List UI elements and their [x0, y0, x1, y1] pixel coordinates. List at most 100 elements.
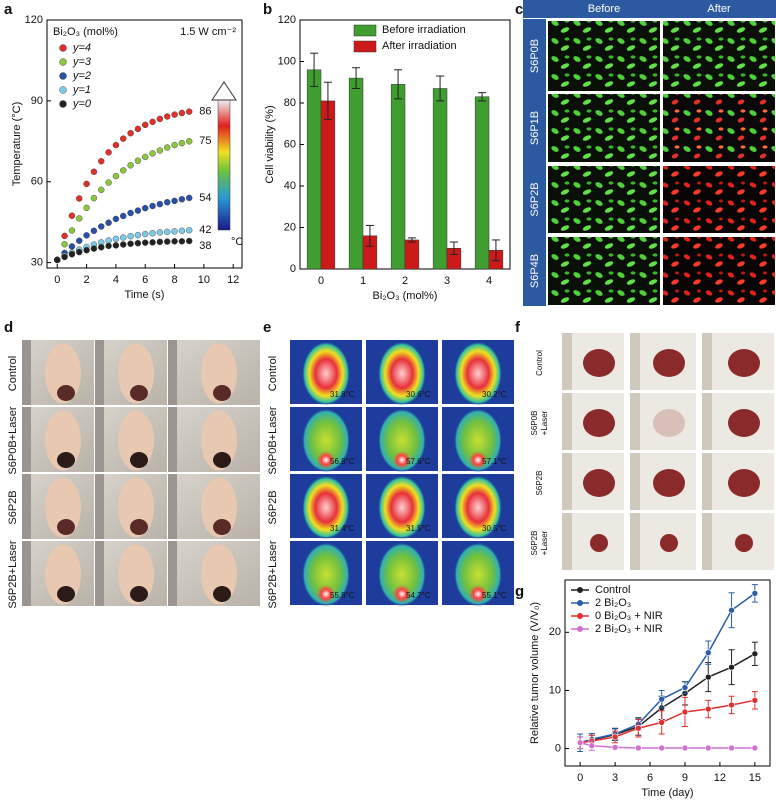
temperature-label: 30.5°C: [482, 524, 507, 533]
panel-letter: a: [4, 1, 13, 18]
ruler: [702, 393, 712, 450]
data-point: [120, 241, 127, 248]
tissue: [653, 409, 685, 437]
tumor: [57, 519, 75, 535]
data-point: [105, 242, 112, 250]
thermal-body: [378, 341, 426, 406]
y-tick-label: 30: [31, 257, 43, 269]
temperature-label: 57.6°C: [406, 457, 431, 466]
data-point: [83, 247, 90, 254]
data-point: [171, 111, 178, 118]
row-label: S6P0B: [529, 39, 541, 73]
data-point: [178, 139, 186, 147]
x-tick-label: 6: [647, 772, 653, 784]
thermal-body: [454, 341, 502, 406]
row-label: S6P2B: [535, 471, 544, 496]
ruler: [95, 340, 104, 405]
x-axis-label: Bi₂O₃ (mol%): [373, 290, 438, 302]
plot-frame: [46, 19, 243, 269]
y-tick-label: 120: [25, 14, 43, 26]
micrograph: [548, 166, 660, 233]
data-point: [751, 650, 759, 658]
data-point: [68, 251, 76, 258]
y-tick-label: 120: [278, 14, 296, 26]
legend-label: Before irradiation: [382, 24, 466, 36]
panel-letter: f: [515, 319, 521, 336]
error-bar: [323, 81, 332, 121]
data-point: [681, 744, 689, 752]
tissue: [583, 469, 615, 497]
ruler: [702, 333, 712, 390]
data-point: [704, 705, 712, 713]
data-point: [751, 590, 759, 597]
row-label: S6P1B: [529, 111, 541, 145]
data-point: [134, 125, 142, 133]
temperature-label: 30.2°C: [482, 390, 507, 399]
ruler: [702, 513, 712, 570]
ruler: [562, 393, 572, 450]
data-point: [112, 215, 120, 223]
tumor: [130, 385, 148, 401]
micrograph: [548, 237, 660, 305]
micrograph: [663, 94, 775, 162]
panel-letter: c: [515, 1, 523, 18]
legend-marker: [577, 626, 583, 632]
data-point: [186, 108, 193, 115]
data-point: [98, 158, 105, 165]
data-point: [156, 147, 164, 154]
data-point: [134, 207, 142, 214]
tumor: [57, 586, 75, 602]
data-point: [164, 199, 171, 206]
ruler: [95, 407, 104, 472]
data-point: [164, 228, 171, 236]
data-point: [68, 227, 76, 234]
data-point: [611, 744, 619, 751]
x-tick-label: 12: [227, 274, 239, 286]
temperature-label: 55.8°C: [330, 591, 355, 600]
temperature-label: 55.1°C: [482, 591, 507, 600]
x-tick-label: 3: [612, 772, 618, 784]
x-tick-label: 0: [54, 274, 60, 286]
data-point: [127, 130, 134, 137]
tumor: [130, 586, 148, 602]
data-point: [61, 253, 68, 261]
tumor: [213, 385, 231, 401]
ruler: [22, 474, 31, 539]
tissue: [728, 409, 760, 437]
data-point: [105, 237, 112, 244]
ruler: [630, 513, 640, 570]
micrograph: [663, 237, 775, 305]
row-label: S6P4B: [529, 254, 541, 288]
data-point: [728, 744, 735, 752]
data-point: [112, 172, 120, 180]
data-point: [658, 695, 665, 703]
legend-label: y=4: [72, 42, 91, 54]
column-header: After: [707, 3, 731, 15]
data-point: [171, 197, 178, 205]
tumor: [213, 519, 231, 535]
ruler: [562, 513, 572, 570]
data-point: [186, 237, 193, 245]
hot-spot: [469, 585, 487, 603]
bar: [404, 239, 420, 270]
header-bar: [523, 0, 776, 18]
x-tick-label: 2: [402, 275, 408, 287]
data-point: [658, 744, 665, 752]
data-point: [149, 202, 156, 210]
data-point: [76, 195, 83, 202]
data-point: [156, 238, 164, 246]
ruler: [168, 541, 177, 606]
tissue: [583, 349, 615, 377]
row-label: +Laser: [540, 530, 549, 555]
thermal-body: [302, 542, 350, 607]
ruler: [562, 333, 572, 390]
thermal-body: [378, 408, 426, 473]
x-tick-label: 10: [198, 274, 210, 286]
tumor: [130, 519, 148, 535]
hot-spot: [317, 585, 335, 603]
data-point: [142, 239, 149, 246]
legend-marker: [59, 58, 67, 66]
data-point: [112, 242, 120, 249]
x-tick-label: 8: [171, 274, 177, 286]
